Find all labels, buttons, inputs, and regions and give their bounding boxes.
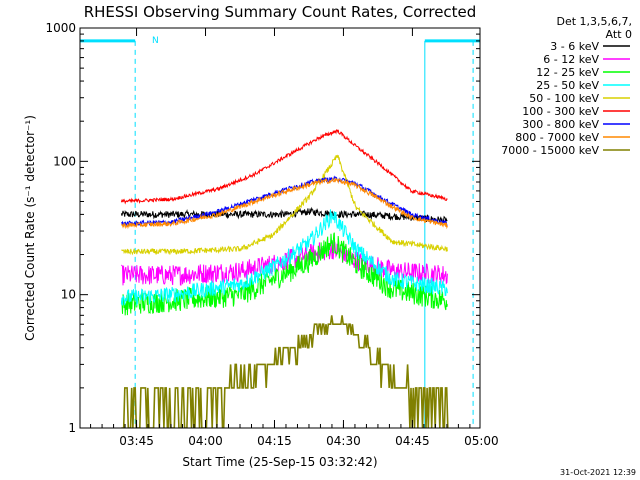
series-line-9 [121,315,449,428]
legend-header-1: Det 1,3,5,6,7, [556,15,632,28]
legend-label: 50 - 100 keV [529,92,599,105]
chart-title: RHESSI Observing Summary Count Rates, Co… [84,3,477,21]
legend-label: 100 - 300 keV [522,105,599,118]
plot-frame [79,27,481,429]
legend-label: 3 - 6 keV [550,40,599,53]
y-tick-label: 10 [61,288,76,302]
x-tick-label: 04:45 [395,434,430,448]
legend-label: 300 - 800 keV [522,118,599,131]
legend-label: 25 - 50 keV [536,79,599,92]
series-line-7 [120,175,448,227]
legend-label: 7000 - 15000 keV [501,144,599,157]
legend-label: 12 - 25 keV [536,66,599,79]
y-tick-label: 100 [53,154,76,168]
legend-label: 6 - 12 keV [543,53,599,66]
y-tick-label: 1 [68,421,76,435]
x-tick-label: 05:00 [464,434,499,448]
x-tick-label: 04:30 [326,434,361,448]
footer-date: 31-Oct-2021 12:39 [560,468,636,477]
series-line-5 [121,154,448,256]
legend-header-2: Att 0 [606,28,632,41]
series-line-1 [120,206,448,224]
series-line-6 [120,129,448,205]
x-tick-label: 04:00 [188,434,223,448]
x-tick-label: 04:15 [257,434,292,448]
y-tick-label: 1000 [45,21,76,35]
y-axis-label: Corrected Count Rate (s⁻¹ detector⁻¹) [23,115,37,341]
series-line-4 [120,209,448,307]
x-axis-label: Start Time (25-Sep-15 03:32:42) [182,455,377,469]
x-tick-label: 03:45 [119,434,154,448]
legend-label: 800 - 7000 keV [515,131,599,144]
marker-n-label: N [152,36,159,46]
series-line-8 [120,177,448,230]
